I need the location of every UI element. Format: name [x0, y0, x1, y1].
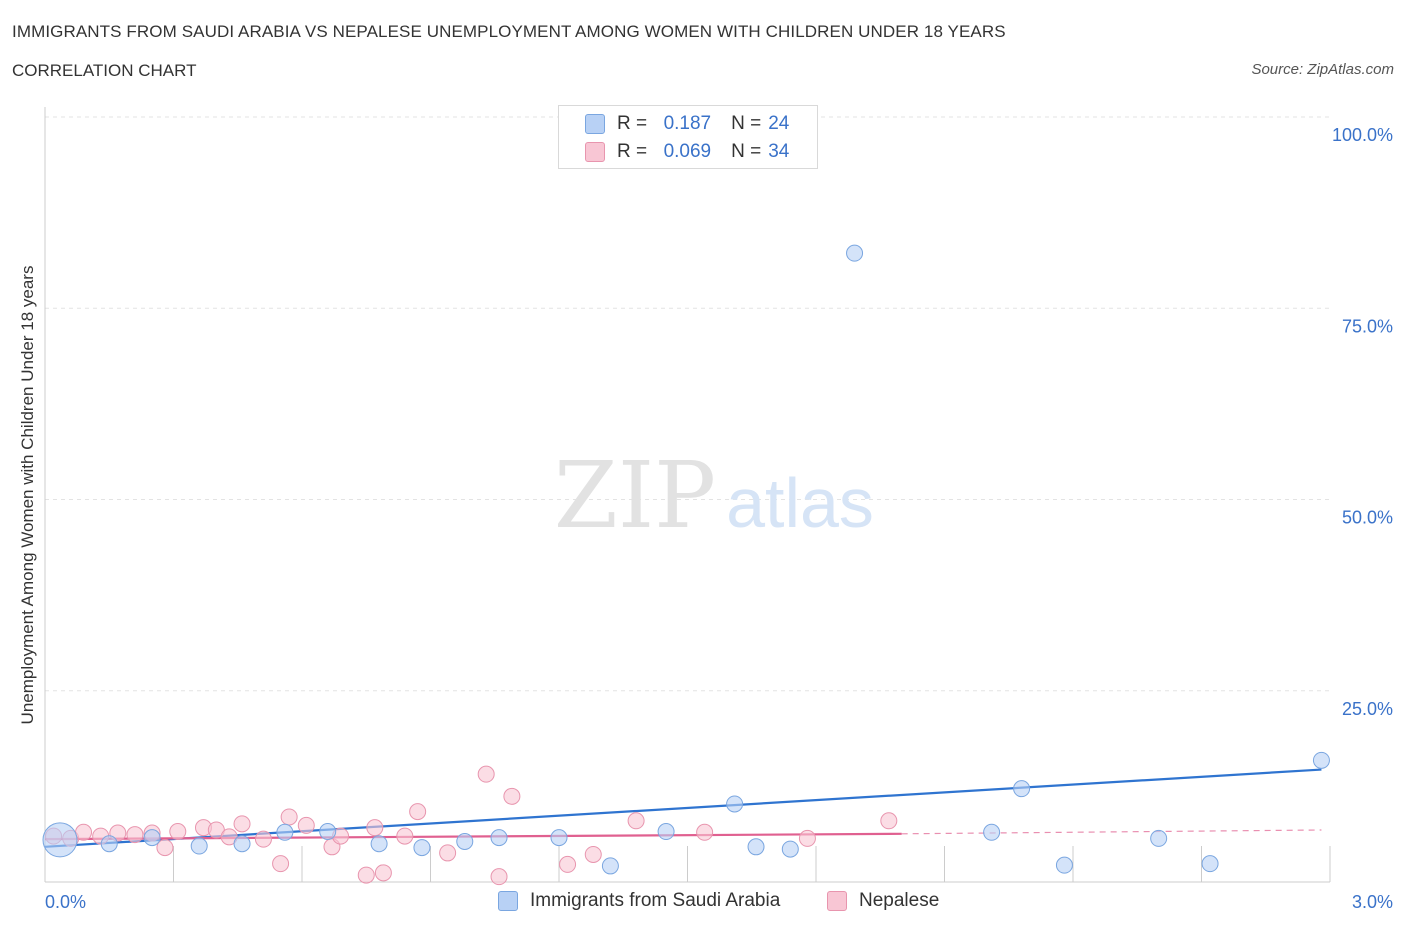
pink-swatch-icon — [827, 891, 847, 911]
x-tick-label: 0.0% — [45, 892, 86, 912]
point-nepalese — [272, 855, 290, 873]
point-saudi — [1055, 856, 1073, 874]
n-value-saudi: 24 — [768, 113, 790, 134]
point-nepalese — [156, 839, 174, 857]
watermark-atlas: atlas — [726, 464, 874, 542]
point-saudi — [1312, 751, 1330, 769]
r-label: R = — [617, 141, 648, 162]
trend-line-nepalese-extrapolated — [901, 829, 1322, 835]
point-saudi — [319, 823, 337, 841]
tick-labels: 25.0% 50.0% 75.0% 100.0% 0.0% 3.0% — [45, 125, 1393, 912]
y-tick-label: 25.0% — [1342, 699, 1393, 719]
point-nepalese — [126, 826, 144, 844]
point-saudi — [601, 857, 619, 875]
point-saudi — [490, 829, 508, 847]
point-nepalese — [254, 830, 272, 848]
x-tick-label: 3.0% — [1352, 892, 1393, 912]
point-nepalese — [374, 864, 392, 882]
chart-title: IMMIGRANTS FROM SAUDI ARABIA VS NEPALESE… — [12, 22, 1006, 41]
axes — [44, 107, 1331, 883]
point-nepalese — [233, 815, 251, 833]
r-label: R = — [617, 113, 648, 134]
watermark: ZIP atlas — [554, 442, 874, 549]
watermark-zip: ZIP — [554, 442, 716, 549]
y-axis-label: Unemployment Among Women with Children U… — [18, 265, 37, 725]
n-label: N = — [731, 113, 762, 134]
point-saudi — [143, 829, 161, 847]
point-nepalese — [584, 845, 602, 863]
legend-row-saudi: R = 0.187 N = 24 — [585, 112, 789, 136]
point-nepalese — [75, 823, 93, 841]
point-saudi — [42, 822, 78, 858]
grid-lines — [45, 116, 1330, 692]
point-saudi — [233, 835, 251, 853]
chart-subtitle: CORRELATION CHART — [12, 61, 197, 80]
point-saudi — [370, 835, 388, 853]
legend-label-nepalese: Nepalese — [859, 890, 940, 911]
legend-item-saudi[interactable]: Immigrants from Saudi Arabia — [498, 890, 780, 912]
point-nepalese — [280, 808, 298, 826]
point-saudi — [456, 832, 474, 850]
point-saudi — [413, 839, 431, 857]
point-nepalese — [798, 829, 816, 847]
n-label: N = — [731, 141, 762, 162]
point-nepalese — [297, 816, 315, 834]
point-nepalese — [409, 803, 427, 821]
pink-swatch-icon — [585, 142, 605, 162]
blue-swatch-icon — [585, 114, 605, 134]
point-nepalese — [627, 812, 645, 830]
data-points — [42, 244, 1330, 886]
point-saudi — [983, 823, 1001, 841]
n-value-nepalese: 34 — [768, 141, 790, 162]
point-saudi — [1013, 780, 1031, 798]
point-nepalese — [503, 787, 521, 805]
point-saudi — [781, 840, 799, 858]
trend-line-nepalese — [44, 832, 902, 841]
legend-label-saudi: Immigrants from Saudi Arabia — [530, 890, 781, 911]
blue-swatch-icon — [498, 891, 518, 911]
y-tick-label: 75.0% — [1342, 316, 1393, 336]
y-tick-label: 100.0% — [1332, 125, 1393, 145]
point-saudi — [846, 244, 864, 262]
point-nepalese — [439, 844, 457, 862]
legend-row-nepalese: R = 0.069 N = 34 — [585, 140, 789, 164]
stats-legend: R = 0.187 N = 24 R = 0.069 N = 34 — [558, 105, 818, 169]
source-credit: Source: ZipAtlas.com — [1251, 61, 1394, 78]
point-saudi — [747, 838, 765, 856]
point-saudi — [550, 829, 568, 847]
point-nepalese — [559, 855, 577, 873]
r-value-saudi: 0.187 — [663, 113, 712, 134]
y-tick-label: 50.0% — [1342, 508, 1393, 528]
point-saudi — [190, 837, 208, 855]
point-saudi — [657, 823, 675, 841]
legend-item-nepalese[interactable]: Nepalese — [827, 890, 939, 912]
point-saudi — [1150, 829, 1168, 847]
point-saudi — [276, 823, 294, 841]
point-nepalese — [477, 765, 495, 783]
point-nepalese — [169, 823, 187, 841]
point-saudi — [100, 835, 118, 853]
point-nepalese — [366, 819, 384, 837]
r-value-nepalese: 0.069 — [663, 141, 712, 162]
point-nepalese — [490, 868, 508, 886]
point-nepalese — [880, 812, 898, 830]
point-nepalese — [357, 866, 375, 884]
point-nepalese — [696, 823, 714, 841]
point-nepalese — [396, 827, 414, 845]
point-saudi — [1201, 855, 1219, 873]
point-saudi — [726, 795, 744, 813]
